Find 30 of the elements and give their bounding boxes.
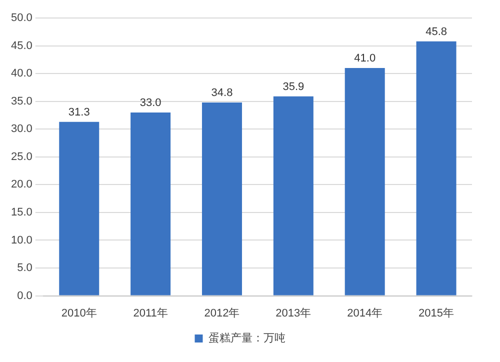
bar [202, 102, 242, 296]
x-tick-label: 2015年 [418, 307, 454, 320]
data-label: 33.0 [140, 96, 162, 109]
y-tick-label: 35.0 [10, 95, 32, 108]
y-tick-label: 5.0 [17, 262, 32, 274]
data-label: 35.9 [282, 80, 304, 93]
bar [130, 112, 171, 296]
data-label: 41.0 [354, 52, 376, 65]
bar [416, 41, 456, 296]
x-tick-label: 2014年 [347, 307, 383, 320]
y-tick-label: 15.0 [10, 206, 32, 218]
y-tick-label: 30.0 [10, 123, 32, 136]
x-tick-label: 2011年 [133, 307, 168, 320]
x-tick-label: 2012年 [204, 307, 240, 320]
x-tick-label: 2013年 [276, 307, 312, 320]
legend-label: 蛋糕产量：万吨 [208, 332, 286, 345]
bar [273, 96, 314, 296]
bar [344, 68, 385, 296]
data-label: 31.3 [68, 106, 90, 118]
y-tick-label: 40.0 [10, 68, 32, 80]
y-tick-label: 0.0 [17, 290, 32, 302]
y-tick-label: 45.0 [10, 40, 32, 52]
y-tick-label: 10.0 [10, 234, 32, 246]
x-tick-label: 2010年 [61, 307, 97, 320]
data-label: 34.8 [211, 86, 233, 99]
y-tick-label: 50.0 [10, 12, 32, 24]
data-label: 45.8 [426, 26, 447, 38]
bar [59, 122, 100, 296]
y-tick-label: 20.0 [10, 178, 32, 191]
y-tick-label: 25.0 [10, 150, 32, 163]
